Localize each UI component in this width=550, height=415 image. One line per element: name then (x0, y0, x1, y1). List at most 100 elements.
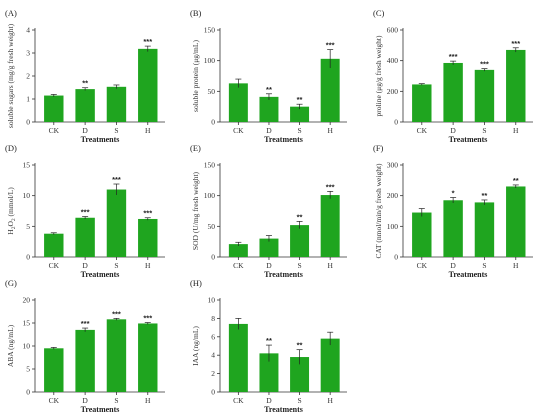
y-axis-label: IAA (ng/mL) (191, 326, 200, 366)
panel-d: (D) 0 5 10 15 H2O2 (mmol/L) CK *** D *** S *** H Trea… (5, 143, 165, 279)
x-axis-label: Treatments (264, 135, 303, 144)
x-tick-label: H (145, 126, 151, 135)
bar-ck (228, 244, 248, 257)
y-tick-label: 10 (208, 296, 216, 305)
bar-s (290, 106, 310, 122)
y-tick-label: 600 (387, 26, 399, 35)
bar-s (474, 69, 495, 122)
y-tick-label: 15 (23, 319, 31, 328)
x-tick-label: H (145, 396, 151, 405)
panel-label: (E) (190, 143, 201, 153)
y-tick-label: 0 (26, 388, 30, 397)
y-axis-label: SOD (U/mg fresh weight) (191, 171, 200, 250)
y-tick-label: 150 (204, 161, 216, 170)
bar-s (106, 319, 127, 392)
x-tick-label: CK (49, 261, 60, 270)
significance-marker: ** (297, 212, 303, 221)
panel-f: (F) 0 100 200 300 CAT (nmol/min/g fresh weigh… (373, 143, 533, 279)
bar-d (259, 96, 279, 122)
y-tick-label: 0 (26, 253, 30, 262)
y-tick-label: 100 (204, 56, 216, 65)
x-tick-label: S (297, 261, 301, 270)
y-tick-label: 400 (387, 56, 399, 65)
significance-marker: *** (81, 208, 90, 217)
significance-marker: *** (112, 309, 121, 318)
bar-s (290, 225, 310, 257)
panel-label: (D) (5, 143, 17, 153)
panel-label: (B) (190, 8, 202, 18)
bar-s (474, 202, 495, 257)
panel-h: (H) 0 2 4 6 8 10 IAA (ng/mL) CK ** D ** S H Treatments (190, 278, 347, 414)
bar-d (259, 238, 279, 257)
panel-label: (C) (373, 8, 385, 18)
bar-ck (412, 212, 432, 257)
x-tick-label: D (450, 261, 456, 270)
x-tick-label: D (82, 396, 88, 405)
x-tick-label: H (145, 261, 151, 270)
bar-d (443, 62, 463, 122)
panel-label: (A) (5, 8, 17, 18)
y-tick-label: 20 (23, 296, 31, 305)
x-tick-label: H (513, 126, 519, 135)
significance-marker: *** (449, 52, 458, 61)
bar-ck (44, 95, 64, 122)
bar-h (138, 48, 158, 122)
bar-d (259, 353, 279, 392)
bar-s (106, 86, 127, 122)
panel-label: (G) (5, 278, 17, 288)
bar-ck (412, 84, 432, 122)
x-tick-label: H (327, 396, 333, 405)
bar-ck (228, 323, 248, 392)
significance-marker: ** (266, 336, 272, 345)
x-tick-label: S (482, 261, 486, 270)
y-tick-label: 10 (23, 342, 31, 351)
y-tick-label: 0 (394, 253, 398, 262)
bar-ck (44, 348, 64, 392)
y-tick-label: 1 (26, 95, 30, 104)
panel-a: (A) 0 1 2 3 4 soluble sugars (mg/g fresh weigh… (5, 8, 165, 144)
y-axis-label: H2O2 (mmol/L) (6, 187, 17, 235)
y-tick-label: 5 (26, 222, 30, 231)
panel-label: (F) (373, 143, 384, 153)
y-tick-label: 0 (211, 388, 215, 397)
x-tick-label: D (82, 261, 88, 270)
x-tick-label: D (450, 126, 456, 135)
bar-h (320, 195, 340, 257)
significance-marker: *** (511, 39, 520, 48)
y-tick-label: 300 (387, 161, 399, 170)
bar-h (138, 323, 158, 392)
y-tick-label: 200 (387, 191, 399, 200)
y-tick-label: 0 (26, 118, 30, 127)
y-tick-label: 4 (211, 351, 215, 360)
panel-label: (H) (190, 278, 202, 288)
x-tick-label: D (266, 261, 272, 270)
y-tick-label: 3 (26, 49, 30, 58)
y-axis-label: ABA (ng/mL) (6, 324, 15, 367)
y-tick-label: 100 (387, 222, 399, 231)
y-tick-label: 4 (26, 26, 30, 35)
x-axis-label: Treatments (449, 270, 488, 279)
significance-marker: ** (266, 85, 272, 94)
x-tick-label: H (327, 126, 333, 135)
significance-marker: *** (326, 41, 335, 50)
bar-h (138, 218, 158, 257)
y-axis-label: proline (μg/g fresh weight) (374, 35, 383, 116)
x-tick-label: H (327, 261, 333, 270)
bar-s (106, 189, 127, 257)
bar-ck (44, 233, 64, 257)
significance-marker: ** (82, 79, 88, 88)
x-axis-label: Treatments (264, 270, 303, 279)
panel-e: (E) 0 50 100 150 SOD (U/mg fresh weight) CK D **… (190, 143, 347, 279)
significance-marker: *** (143, 209, 152, 218)
y-tick-label: 0 (211, 118, 215, 127)
panel-c: (C) 0 200 400 600 proline (μg/g fresh weight)… (373, 8, 533, 144)
x-tick-label: D (82, 126, 88, 135)
y-tick-label: 50 (208, 87, 216, 96)
y-tick-label: 6 (211, 332, 215, 341)
x-tick-label: S (114, 126, 118, 135)
y-tick-label: 2 (26, 72, 30, 81)
panel-b: (B) 0 50 100 150 soluble protein (μg/mL) CK ** D… (190, 8, 347, 144)
bar-d (75, 329, 95, 392)
significance-marker: ** (513, 176, 519, 185)
bar-h (320, 58, 340, 122)
